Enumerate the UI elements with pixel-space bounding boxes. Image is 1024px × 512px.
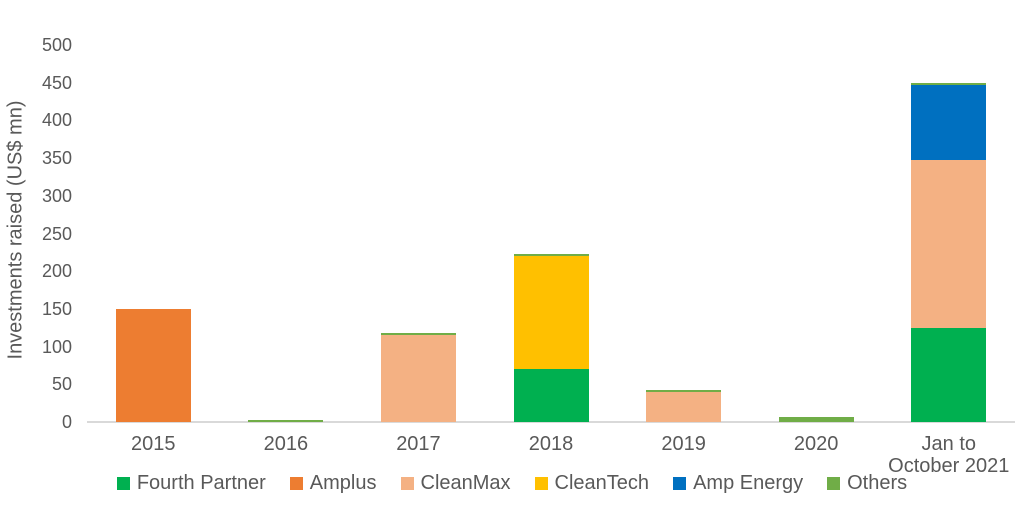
bar-segment-cleanmax: [380, 335, 456, 422]
legend-label: CleanTech: [554, 472, 650, 494]
category-column-2017: [352, 45, 485, 422]
bar-segment-amplus: [115, 308, 191, 422]
bar-segment-cleantech: [513, 256, 589, 370]
y-tick-label: 350: [41, 148, 72, 169]
bar-segment-cleanmax: [646, 391, 722, 422]
x-axis-label-2016: 2016: [263, 433, 309, 455]
legend-swatch-icon: [289, 476, 303, 490]
stacked-bar-2016: [248, 419, 324, 422]
category-column-2020: [750, 45, 883, 422]
x-axis-line: [87, 421, 1015, 423]
legend-label: Others: [847, 472, 908, 494]
legend-item-cleantech: CleanTech: [534, 471, 650, 495]
x-axis-label-2020: 2020: [793, 433, 839, 455]
x-axis-label-jan-to-october-2021: Jan to October 2021: [888, 433, 1010, 477]
bars-container: [87, 45, 1015, 422]
category-column-2019: [617, 45, 750, 422]
x-axis-label-2015: 2015: [131, 433, 176, 455]
y-tick-label: 500: [41, 35, 72, 55]
legend-swatch-icon: [827, 476, 841, 490]
bar-segment-others: [778, 416, 854, 422]
legend-item-amp-energy: Amp Energy: [673, 471, 803, 495]
bar-segment-others: [911, 82, 987, 85]
bar-segment-fourth-partner: [513, 369, 589, 422]
stacked-bar-2015: [115, 308, 191, 422]
y-tick-label: 100: [41, 336, 72, 357]
stacked-bar-2017: [380, 333, 456, 422]
bar-segment-others: [513, 253, 589, 257]
category-column-2015: [87, 45, 220, 422]
bar-segment-cleanmax: [911, 160, 987, 328]
legend-swatch-icon: [673, 476, 687, 490]
x-axis-label-2018: 2018: [528, 433, 574, 455]
y-tick-label: 450: [41, 72, 72, 93]
legend-label: Fourth Partner: [136, 472, 266, 494]
legend-item-amplus: Amplus: [289, 471, 377, 495]
y-tick-label: 200: [41, 261, 72, 282]
legend-label: Amp Energy: [693, 472, 804, 494]
bar-segment-others: [646, 390, 722, 392]
stacked-bar-2018: [513, 253, 589, 422]
x-axis-label-2019: 2019: [661, 433, 706, 455]
bar-segment-others: [380, 333, 456, 336]
legend-swatch-icon: [534, 476, 548, 490]
x-axis-label-2017: 2017: [396, 433, 441, 455]
category-column-jan-to-october-2021: [882, 45, 1015, 422]
stacked-bar-2019: [646, 390, 722, 422]
y-tick-label: 50: [51, 374, 72, 395]
category-column-2016: [220, 45, 353, 422]
bar-segment-amp-energy: [911, 84, 987, 161]
legend: Fourth Partner Amplus CleanMax CleanTech Amp…: [0, 471, 1024, 495]
y-tick-label: 300: [41, 185, 72, 206]
legend-swatch-icon: [400, 476, 414, 490]
x-axis-labels: 2015 2016 2017 2018 2019 2020 Jan to October 2…: [87, 433, 1015, 477]
bar-segment-fourth-partner: [911, 327, 987, 422]
plot-area: [87, 45, 1015, 423]
y-tick-label: 400: [41, 110, 72, 131]
stacked-bar-2020: [778, 416, 854, 422]
legend-item-cleanmax: CleanMax: [400, 471, 511, 495]
y-tick-label: 250: [41, 223, 72, 244]
stacked-bar-jan-to-october-2021: [911, 82, 987, 422]
legend-item-fourth-partner: Fourth Partner: [116, 471, 266, 495]
category-column-2018: [485, 45, 618, 422]
y-tick-label: 150: [41, 298, 72, 319]
legend-label: CleanMax: [420, 472, 511, 494]
legend-item-others: Others: [827, 471, 907, 495]
bar-segment-others: [248, 419, 324, 422]
legend-swatch-icon: [116, 476, 130, 490]
y-tick-label: 0: [61, 412, 72, 432]
legend-label: Amplus: [309, 472, 377, 494]
